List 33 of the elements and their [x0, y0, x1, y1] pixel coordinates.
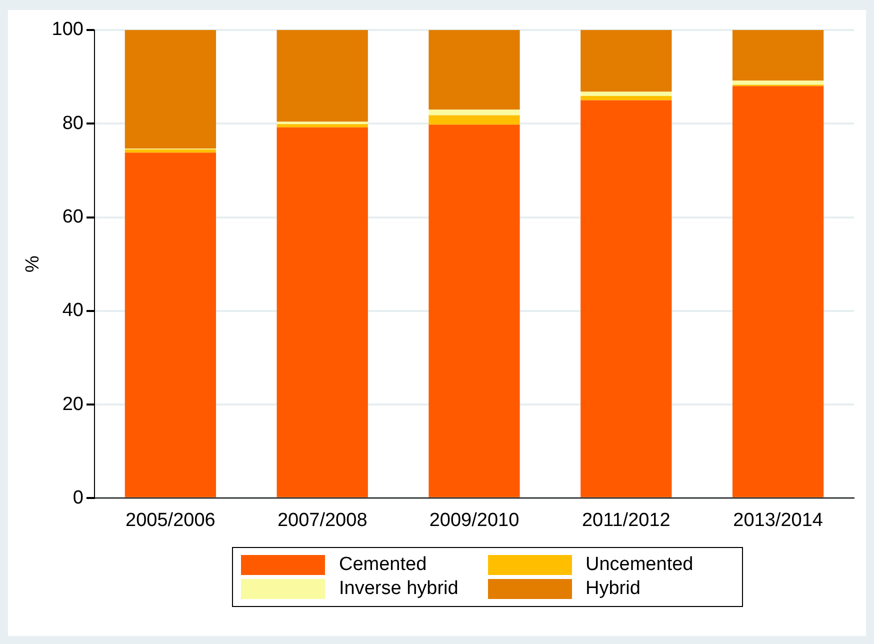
legend-label: Inverse hybrid — [339, 578, 458, 600]
legend-label: Hybrid — [586, 578, 640, 600]
bar — [276, 127, 368, 498]
y-axis-title: % — [22, 256, 44, 273]
y-tick-label: 40 — [62, 300, 84, 322]
y-tick-label: 0 — [72, 487, 84, 508]
bar — [580, 92, 672, 96]
bar — [428, 124, 520, 498]
x-tick-label: 2013/2014 — [733, 510, 824, 531]
bar — [732, 30, 824, 81]
bar — [732, 86, 824, 498]
x-tick-label: 2007/2008 — [277, 510, 368, 531]
bar — [580, 100, 672, 498]
bar — [428, 115, 520, 125]
y-tick-label: 20 — [62, 394, 84, 415]
y-tick-label: 80 — [62, 112, 84, 134]
bar — [580, 96, 672, 100]
x-tick-label: 2005/2006 — [126, 510, 216, 531]
y-tick-label: 100 — [52, 19, 84, 40]
bar — [124, 30, 216, 148]
bar — [276, 124, 368, 128]
bar — [124, 149, 216, 153]
legend-label: Uncemented — [586, 554, 694, 576]
bar — [428, 30, 520, 110]
legend-label: Cemented — [339, 554, 427, 576]
x-tick-label: 2011/2012 — [582, 510, 670, 531]
bar — [580, 30, 672, 92]
x-tick-label: 2009/2010 — [429, 510, 520, 531]
bar — [276, 30, 368, 122]
bar — [428, 110, 520, 116]
y-tick-label: 60 — [62, 206, 84, 228]
bar — [732, 80, 824, 85]
bar — [124, 152, 216, 498]
